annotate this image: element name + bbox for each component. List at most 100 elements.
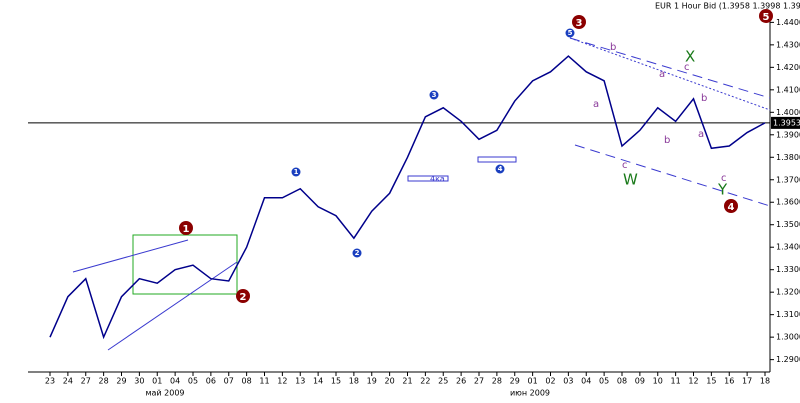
x-tick-label: 21 bbox=[402, 377, 412, 386]
channel-line bbox=[574, 144, 771, 207]
y-tick-label: 1.4000 bbox=[776, 108, 800, 117]
price-line-series bbox=[49, 55, 766, 340]
y-tick-label: 1.3600 bbox=[776, 198, 800, 207]
wave-marker bbox=[352, 248, 362, 258]
x-tick-label: 23 bbox=[45, 377, 55, 386]
chart-title: EUR 1 Hour Bid (1.3958 1.3998 1.3950 1.3… bbox=[655, 2, 800, 11]
x-tick-label: 17 bbox=[742, 377, 752, 386]
x-tick-label: 11 bbox=[259, 377, 269, 386]
y-tick-label: 1.4300 bbox=[776, 40, 800, 49]
wave-label: 5 bbox=[568, 29, 573, 37]
x-tick-label: 05 bbox=[188, 377, 198, 386]
x-tick-label: 08 bbox=[242, 377, 252, 386]
x-tick-label: 28 bbox=[99, 377, 109, 386]
wave-marker bbox=[759, 9, 773, 23]
channel-line bbox=[569, 37, 771, 99]
x-tick-label: 01 bbox=[152, 377, 162, 386]
y-tick-label: 1.3300 bbox=[776, 265, 800, 274]
x-tick-label: 20 bbox=[385, 377, 395, 386]
drawings bbox=[72, 37, 771, 351]
wave-letter: Y bbox=[717, 181, 728, 199]
price-box bbox=[771, 116, 800, 129]
x-tick-label: 27 bbox=[81, 377, 91, 386]
y-tick-label: 1.3900 bbox=[776, 130, 800, 139]
x-tick-label: 18 bbox=[760, 377, 770, 386]
wave-letter: W bbox=[623, 171, 638, 189]
wave-label: 1 bbox=[294, 168, 299, 176]
wave-letter: c bbox=[622, 160, 628, 171]
wave-marker bbox=[179, 221, 193, 235]
x-tick-label: 24 bbox=[63, 377, 73, 386]
zone bbox=[477, 156, 517, 163]
x-tick-label: 29 bbox=[116, 377, 126, 386]
wave-marker bbox=[495, 164, 505, 174]
wave-label: 3 bbox=[432, 91, 437, 99]
price-label: 1.3953 bbox=[773, 118, 800, 127]
x-tick-label: 01 bbox=[528, 377, 538, 386]
x-tick-label: 08 bbox=[617, 377, 627, 386]
x-tick-label: 28 bbox=[492, 377, 502, 386]
wave-label: 2 bbox=[240, 292, 247, 303]
x-tick-label: 02 bbox=[545, 377, 555, 386]
wave-label: 3 bbox=[576, 18, 583, 29]
wave-label: 4 bbox=[728, 202, 735, 213]
zone bbox=[407, 175, 449, 182]
wave-label: 1 bbox=[183, 224, 190, 235]
x-tick-label: 14 bbox=[313, 377, 323, 386]
y-tick-label: 1.3100 bbox=[776, 310, 800, 319]
x-tick-label: 09 bbox=[635, 377, 645, 386]
wave-marker bbox=[429, 90, 439, 100]
y-tick-label: 1.3800 bbox=[776, 153, 800, 162]
x-tick-label: 26 bbox=[456, 377, 466, 386]
x-tick-label: 06 bbox=[206, 377, 216, 386]
month-label: май 2009 bbox=[145, 389, 184, 398]
wave-letter: a bbox=[593, 99, 599, 110]
y-tick-label: 1.4400 bbox=[776, 18, 800, 27]
x-tick-label: 12 bbox=[688, 377, 698, 386]
month-label: июн 2009 bbox=[510, 389, 550, 398]
x-tick-label: 25 bbox=[438, 377, 448, 386]
wave-label: 2 bbox=[355, 249, 360, 257]
wave-marker bbox=[236, 289, 250, 303]
x-tick-label: 27 bbox=[474, 377, 484, 386]
y-tick-label: 1.3000 bbox=[776, 333, 800, 342]
trend-line bbox=[107, 261, 238, 351]
x-tick-label: 16 bbox=[724, 377, 734, 386]
x-tick-label: 07 bbox=[224, 377, 234, 386]
wave-label: 4 bbox=[498, 165, 503, 173]
x-tick-label: 13 bbox=[295, 377, 305, 386]
wave-letter: b bbox=[664, 135, 670, 146]
x-tick-label: 18 bbox=[349, 377, 359, 386]
x-tick-label: 04 bbox=[581, 377, 591, 386]
x-tick-label: 11 bbox=[671, 377, 681, 386]
x-tick-label: 15 bbox=[331, 377, 341, 386]
y-tick-label: 1.3700 bbox=[776, 175, 800, 184]
wave-marker bbox=[565, 28, 575, 38]
wave-letter: c bbox=[721, 173, 727, 184]
wave-letter: a bbox=[659, 69, 665, 80]
wave-letter: c bbox=[684, 62, 690, 73]
wave-marker bbox=[291, 167, 301, 177]
x-tick-label: 30 bbox=[134, 377, 144, 386]
zone-label: 4ка bbox=[430, 175, 445, 184]
x-tick-label: 12 bbox=[277, 377, 287, 386]
x-tick-label: 19 bbox=[367, 377, 377, 386]
y-tick-label: 1.4200 bbox=[776, 63, 800, 72]
y-tick-label: 1.3200 bbox=[776, 288, 800, 297]
wave-label: 5 bbox=[763, 12, 770, 23]
wave-letter: b bbox=[701, 93, 707, 104]
wave-letter: b bbox=[610, 42, 616, 53]
wave-marker bbox=[724, 199, 738, 213]
trend-line bbox=[72, 239, 189, 273]
x-tick-label: 29 bbox=[510, 377, 520, 386]
y-tick-label: 1.3400 bbox=[776, 243, 800, 252]
x-tick-label: 05 bbox=[599, 377, 609, 386]
x-tick-label: 03 bbox=[563, 377, 573, 386]
channel-line bbox=[569, 37, 771, 111]
y-tick-label: 1.3500 bbox=[776, 220, 800, 229]
x-tick-label: 22 bbox=[420, 377, 430, 386]
wave-letter: X bbox=[685, 48, 695, 66]
x-tick-label: 15 bbox=[706, 377, 716, 386]
